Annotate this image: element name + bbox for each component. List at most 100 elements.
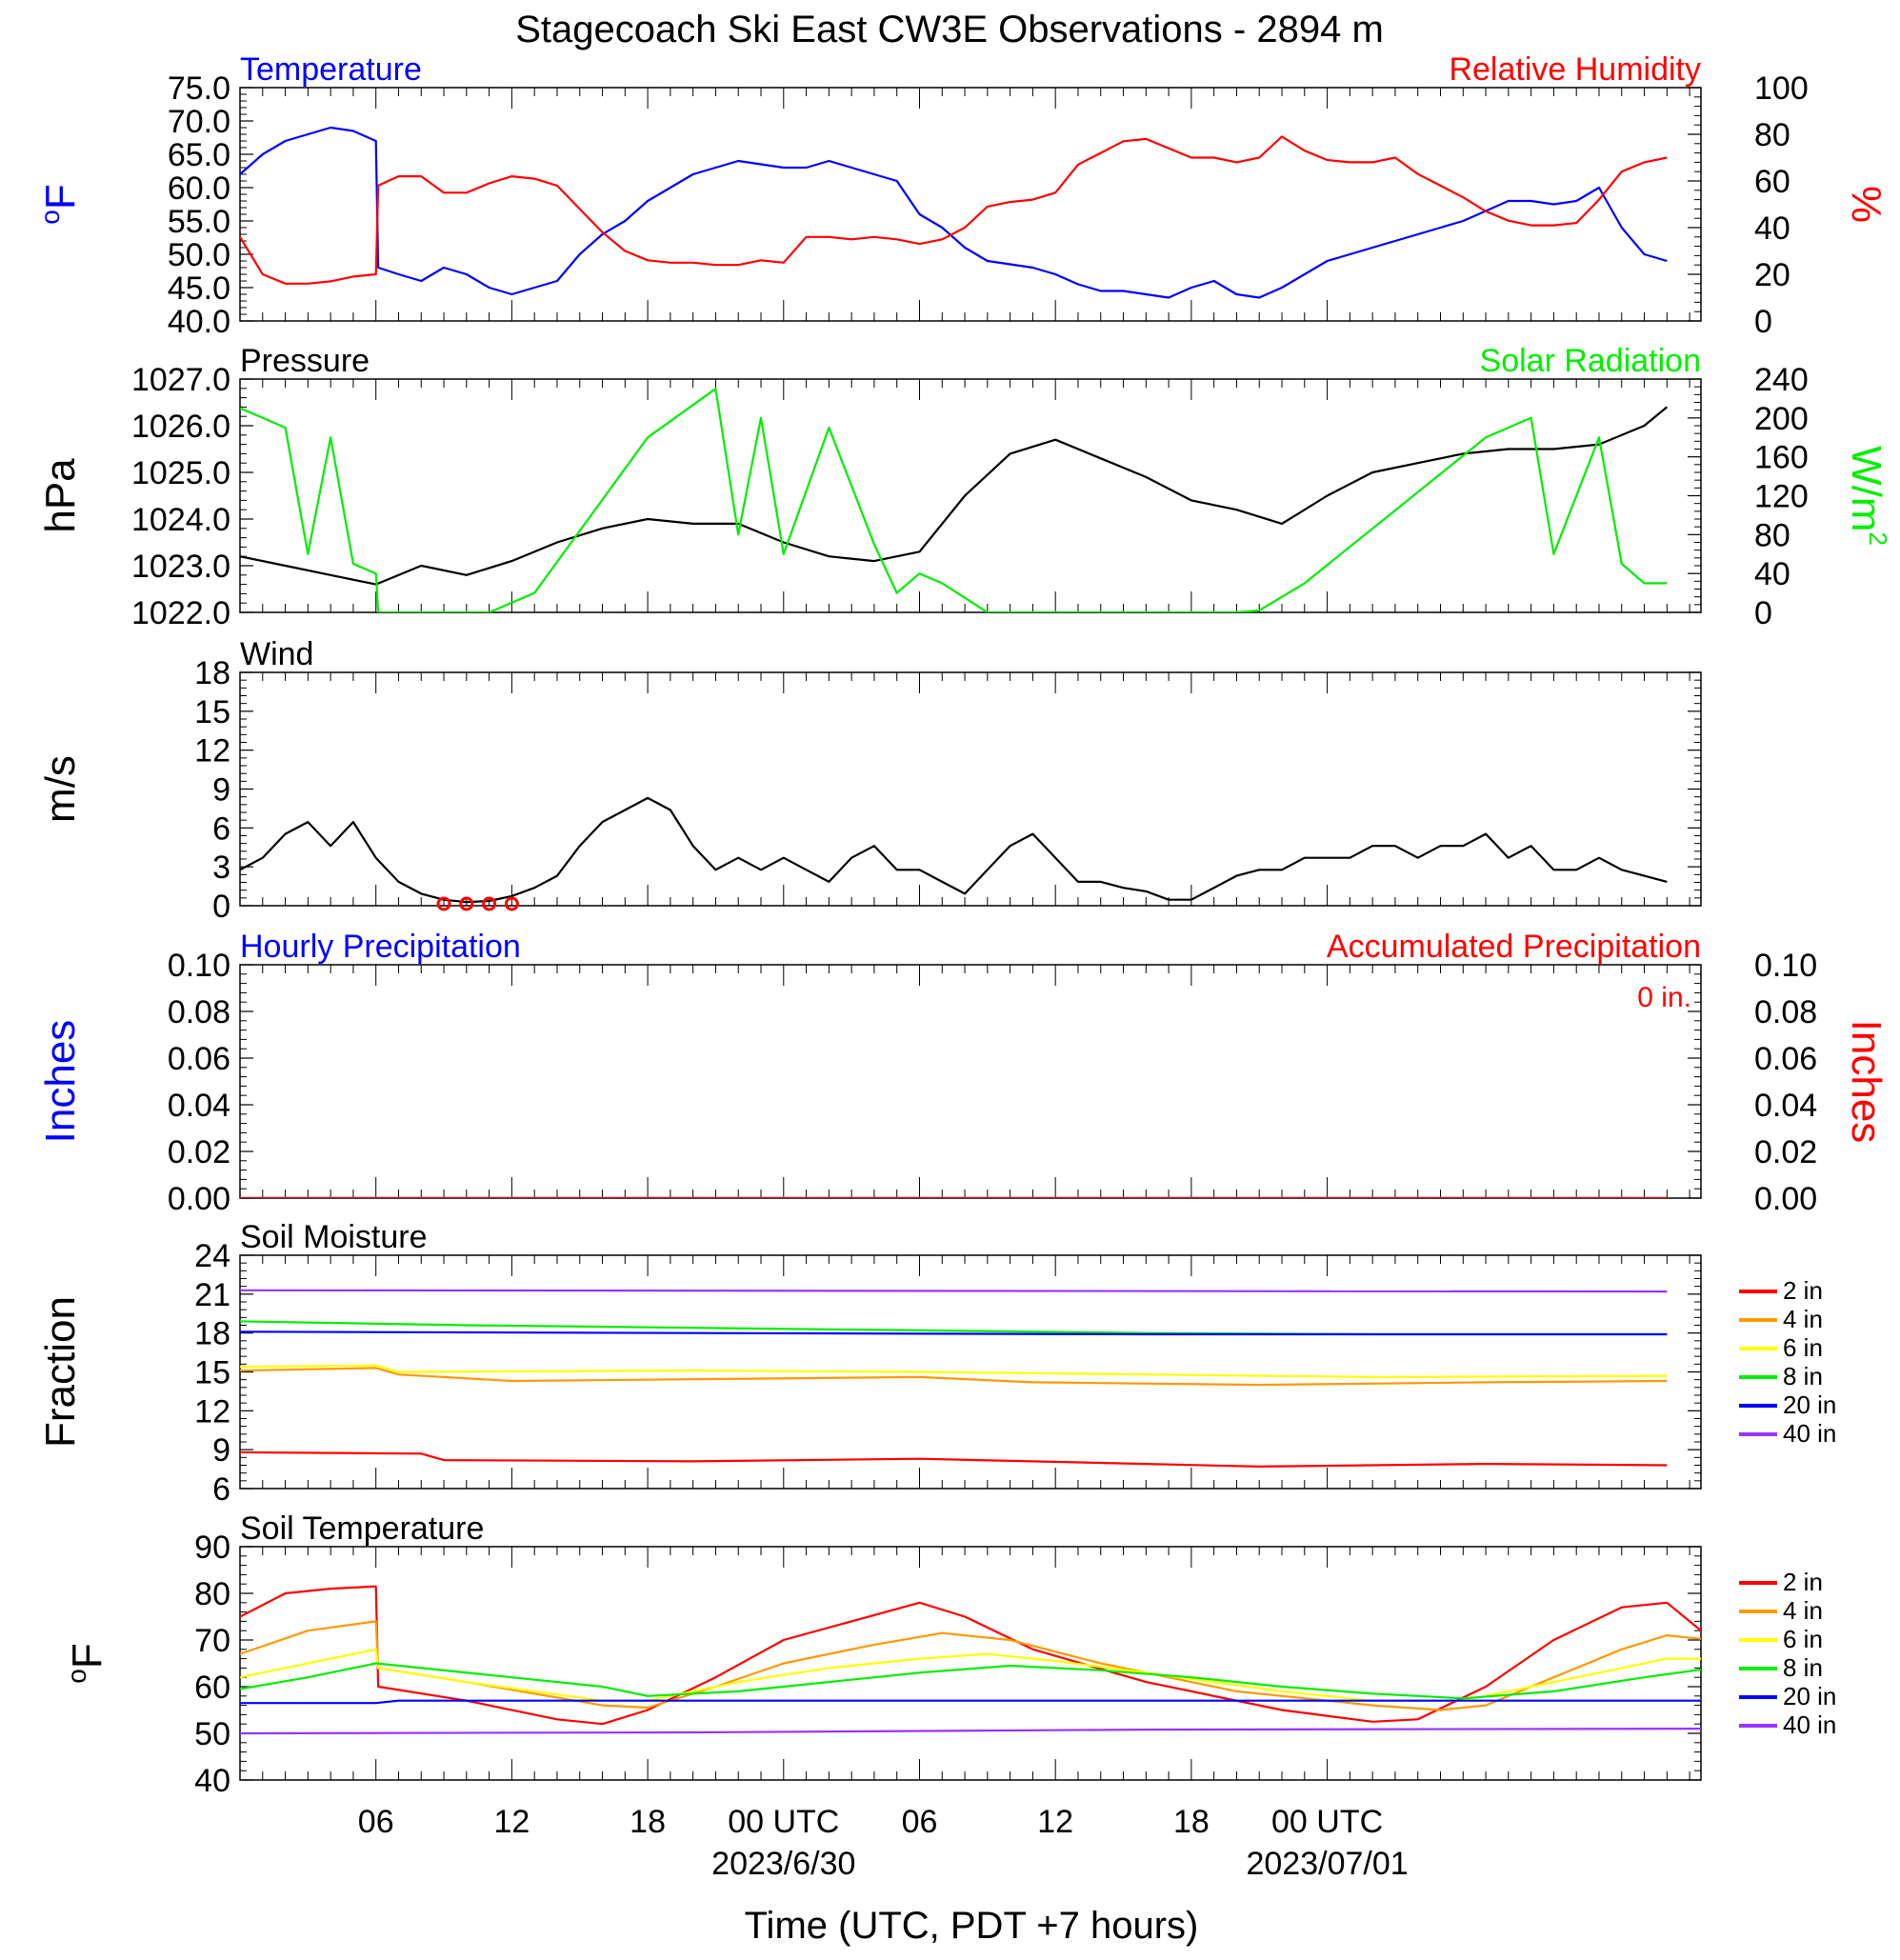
y2-tick-label: 240 — [1754, 362, 1809, 398]
legend-label: 6 in — [1783, 1625, 1823, 1653]
y2-tick-label: 80 — [1754, 117, 1790, 153]
panel-right-title: Relative Humidity — [1449, 51, 1701, 88]
x-tick-label: 06 — [902, 1804, 938, 1840]
y-tick-label: 70 — [194, 1623, 230, 1659]
y-tick-label: 0.06 — [168, 1041, 230, 1077]
y-tick-label: 60 — [194, 1670, 230, 1706]
series-40-in — [240, 1728, 1701, 1735]
x-tick-label: 00 UTC — [1271, 1804, 1383, 1840]
panel-frame — [239, 1546, 1702, 1781]
legend-label: 4 in — [1783, 1596, 1823, 1625]
y2-tick-label: 0.10 — [1754, 948, 1817, 984]
panel-right-title: Accumulated Precipitation — [1327, 929, 1701, 965]
y2-tick-label: 0.02 — [1754, 1134, 1817, 1170]
y-tick-label: 0.08 — [168, 994, 230, 1030]
time-axis: 06 12 18 00 UTC 06 12 18 00 UTC 2023/6/30 2023/07… — [358, 1804, 1409, 1882]
y-tick-label: 0.04 — [168, 1088, 230, 1124]
left-axis-unit: m/s — [37, 755, 84, 823]
x-date-label: 2023/6/30 — [711, 1846, 855, 1882]
y-tick-label: 0.10 — [168, 948, 230, 984]
series-20-in — [240, 1330, 1668, 1336]
y-tick-label: 18 — [194, 1316, 230, 1352]
left-axis-unit: Inches — [37, 1020, 84, 1144]
y-tick-label: 21 — [194, 1277, 230, 1313]
legend-label: 2 in — [1783, 1276, 1823, 1305]
panel-frame — [239, 87, 1702, 322]
panel-right-title: Solar Radiation — [1480, 343, 1701, 379]
legend-label: 8 in — [1783, 1653, 1823, 1682]
y2-tick-label: 160 — [1754, 440, 1809, 476]
x-tick-label: 12 — [1037, 1804, 1073, 1840]
unit-degree: o — [62, 1669, 91, 1684]
y-tick-label: 12 — [194, 733, 230, 770]
y-tick-label: 24 — [194, 1238, 230, 1274]
series-2-in — [240, 1585, 1701, 1726]
y2-tick-label: 0 — [1754, 304, 1772, 340]
series-temperature — [240, 126, 1668, 299]
y-tick-label: 3 — [212, 850, 230, 886]
right-axis-unit: Inches — [1843, 1020, 1890, 1144]
calm-wind-marker — [504, 896, 519, 911]
panel-frame — [239, 671, 1702, 907]
series-6-in — [240, 1364, 1668, 1378]
y2-tick-label: 80 — [1754, 517, 1790, 553]
series-2-in — [240, 1450, 1668, 1468]
x-tick-label: 06 — [358, 1804, 394, 1840]
series-6-in — [240, 1648, 1701, 1702]
legend-label: 6 in — [1783, 1333, 1823, 1362]
y2-tick-label: 200 — [1754, 401, 1809, 437]
unit-superscript: 2 — [1864, 531, 1892, 545]
y-tick-label: 50.0 — [168, 237, 230, 273]
panel-left-title: Soil Temperature — [240, 1510, 484, 1547]
series-wind — [240, 796, 1668, 904]
y-tick-label: 15 — [194, 1355, 230, 1391]
y-tick-label: 70.0 — [168, 104, 230, 140]
y2-tick-label: 0.06 — [1754, 1041, 1817, 1077]
y-tick-label: 9 — [212, 1432, 230, 1469]
unit-f: F — [37, 184, 84, 210]
series-pressure — [240, 406, 1668, 586]
x-date-label: 2023/07/01 — [1246, 1846, 1408, 1882]
calm-wind-marker — [482, 896, 497, 911]
y-tick-label: 40.0 — [168, 304, 230, 340]
legend-label: 8 in — [1783, 1362, 1823, 1390]
y-tick-label: 40 — [194, 1763, 230, 1799]
x-tick-label: 18 — [630, 1804, 666, 1840]
legend-label: 40 in — [1783, 1710, 1836, 1739]
right-axis-unit: % — [1843, 186, 1890, 223]
y-tick-label: 75.0 — [168, 70, 230, 107]
y2-tick-label: 60 — [1754, 164, 1790, 200]
y-tick-label: 1025.0 — [131, 455, 230, 491]
y-tick-label: 0.00 — [168, 1181, 230, 1217]
left-axis-unit: hPa — [37, 458, 84, 533]
series-8-in — [240, 1662, 1701, 1700]
panel-left-title: Soil Moisture — [240, 1219, 428, 1255]
y2-tick-label: 40 — [1754, 210, 1790, 247]
legend-label: 20 in — [1783, 1682, 1836, 1710]
y2-tick-label: 0.04 — [1754, 1088, 1817, 1124]
panel-2: 1027.01026.01025.01024.01023.01022.02402… — [37, 343, 1892, 631]
y-tick-label: 90 — [194, 1530, 230, 1566]
y-tick-label: 1024.0 — [131, 502, 230, 538]
panel-6: 90 80 70 60 50 40 Soil Temperature oF 2 in4 in6 … — [62, 1510, 1836, 1799]
left-axis-unit: oF — [62, 1643, 110, 1683]
y-tick-label: 1026.0 — [131, 409, 230, 445]
y-tick-label: 60.0 — [168, 170, 230, 207]
x-axis-label: Time (UTC, PDT +7 hours) — [745, 1905, 1199, 1947]
y-tick-label: 50 — [194, 1716, 230, 1752]
y-tick-label: 80 — [194, 1576, 230, 1612]
panels-group: 75.070.065.060.055.050.045.040.010080604… — [35, 51, 1892, 1799]
panel-frame — [239, 378, 1702, 613]
y-tick-label: 0.02 — [168, 1134, 230, 1170]
y-tick-label: 45.0 — [168, 270, 230, 307]
panel-1: 75.070.065.060.055.050.045.040.0 100 80 60 4… — [35, 51, 1890, 340]
y-tick-label: 15 — [194, 694, 230, 730]
y2-tick-label: 0.08 — [1754, 994, 1817, 1030]
y2-tick-label: 0 — [1754, 595, 1772, 631]
y2-tick-label: 40 — [1754, 556, 1790, 592]
y-tick-label: 0 — [212, 889, 230, 925]
y-tick-label: 12 — [194, 1393, 230, 1430]
series-solar-radiation — [240, 388, 1668, 612]
